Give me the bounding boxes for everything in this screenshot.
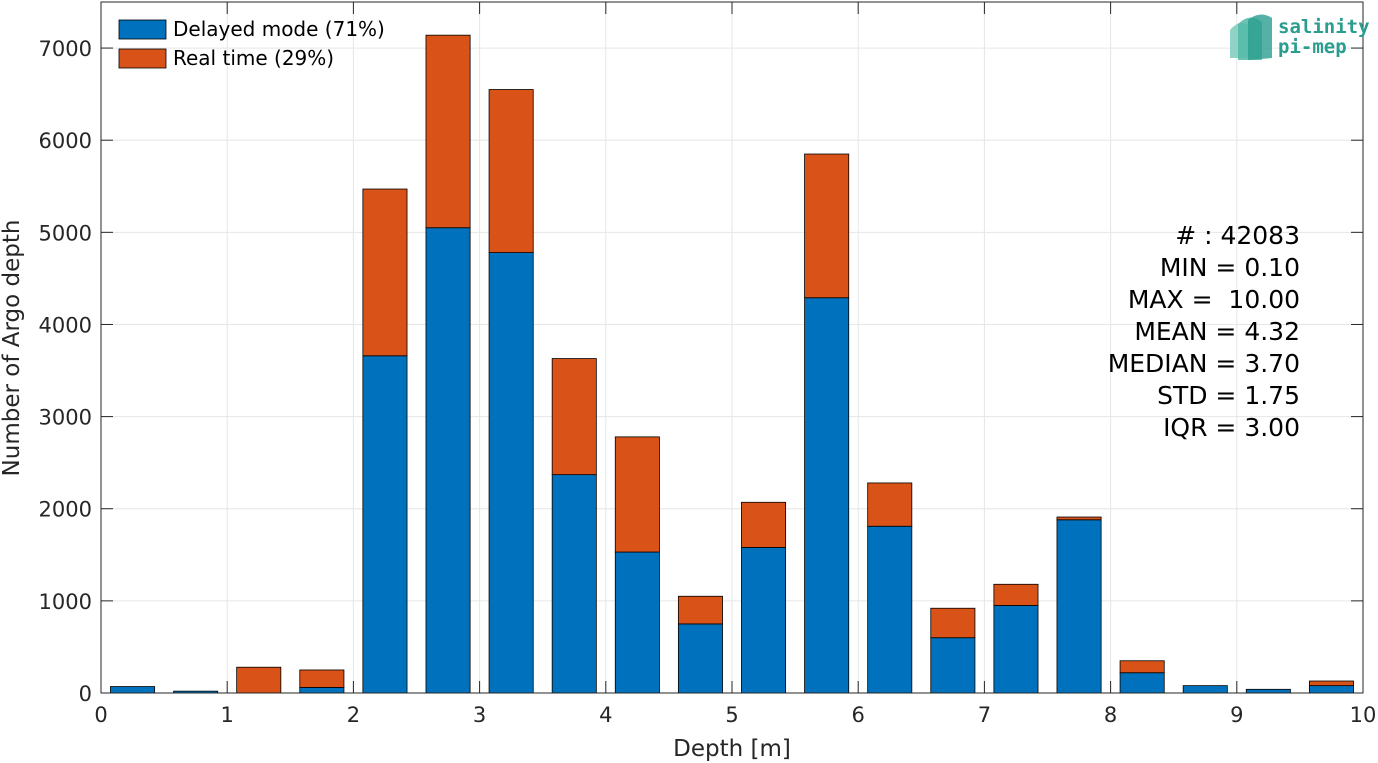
- bar-real-time: [299, 669, 345, 688]
- y-axis-label: Number of Argo depth: [0, 220, 25, 477]
- bar-delayed-mode: [993, 605, 1039, 694]
- legend-swatch-delayed: [118, 19, 167, 40]
- salinity-pimep-logo: salinity pi-mep: [1230, 14, 1370, 61]
- bar-delayed-mode: [930, 637, 976, 694]
- bar-real-time: [993, 583, 1039, 606]
- bar-delayed-mode: [1308, 685, 1354, 694]
- x-tick-label: 9: [1230, 703, 1243, 727]
- y-tick-labels: 0 1000 2000 3000 4000 5000 6000 7000: [39, 37, 92, 706]
- logo-text-salinity: salinity: [1278, 16, 1370, 38]
- bar-delayed-mode: [425, 227, 471, 694]
- x-tick-label: 2: [347, 703, 360, 727]
- bar-delayed-mode: [299, 687, 345, 694]
- stats-annotation: # : 42083 MIN = 0.10 MAX = 10.00 MEAN = …: [1108, 221, 1300, 442]
- bar-delayed-mode: [677, 623, 723, 694]
- bar-delayed-mode: [362, 355, 408, 694]
- bar-delayed-mode: [867, 525, 913, 694]
- bar-real-time: [425, 34, 471, 229]
- stat-min: MIN = 0.10: [1160, 253, 1300, 282]
- bar-delayed-mode: [614, 551, 660, 694]
- logo-text-pimep: pi-mep: [1278, 36, 1347, 58]
- y-tick-label: 4000: [39, 313, 92, 337]
- bar-real-time: [677, 595, 723, 625]
- x-tick-labels: 0 1 2 3 4 5 6 7 8 9 10: [94, 703, 1376, 727]
- bar-real-time: [1119, 660, 1165, 674]
- wave-logo-icon: [1230, 14, 1272, 61]
- legend-label-realtime: Real time (29%): [173, 46, 334, 70]
- y-tick-label: 3000: [39, 406, 92, 430]
- y-tick-label: 0: [79, 682, 92, 706]
- bar-real-time: [867, 482, 913, 527]
- x-tick-label: 4: [599, 703, 612, 727]
- stat-max: MAX = 10.00: [1128, 285, 1300, 314]
- stat-count: # : 42083: [1175, 221, 1300, 250]
- legend: Delayed mode (71%) Real time (29%): [118, 17, 385, 70]
- bar-real-time: [804, 153, 850, 299]
- x-tick-label: 1: [221, 703, 234, 727]
- bar-delayed-mode: [1245, 688, 1291, 694]
- y-tick-label: 7000: [39, 37, 92, 61]
- y-tick-label: 5000: [39, 221, 92, 245]
- x-tick-label: 0: [94, 703, 107, 727]
- y-tick-label: 2000: [39, 498, 92, 522]
- y-tick-label: 6000: [39, 129, 92, 153]
- y-tick-label: 1000: [39, 590, 92, 614]
- bar-real-time: [488, 89, 534, 254]
- bar-delayed-mode: [1119, 672, 1165, 694]
- stat-median: MEDIAN = 3.70: [1108, 349, 1300, 378]
- x-tick-label: 3: [473, 703, 486, 727]
- x-tick-label: 5: [725, 703, 738, 727]
- stat-std: STD = 1.75: [1157, 381, 1300, 410]
- bar-delayed-mode: [804, 297, 850, 694]
- bar-real-time: [1056, 516, 1102, 521]
- stat-mean: MEAN = 4.32: [1134, 317, 1300, 346]
- bar-real-time: [614, 436, 660, 553]
- legend-swatch-realtime: [118, 48, 167, 69]
- legend-label-delayed: Delayed mode (71%): [173, 17, 385, 41]
- stat-iqr: IQR = 3.00: [1163, 413, 1300, 442]
- bar-real-time: [930, 607, 976, 639]
- bar-real-time: [1308, 680, 1354, 687]
- x-tick-label: 7: [978, 703, 991, 727]
- axis-ticks: [100, 2, 1364, 694]
- bars: [110, 34, 1354, 694]
- x-axis-label: Depth [m]: [673, 736, 791, 762]
- bar-delayed-mode: [1056, 519, 1102, 694]
- bar-delayed-mode: [551, 474, 597, 694]
- bar-real-time: [362, 188, 408, 357]
- bar-real-time: [236, 666, 282, 694]
- x-tick-label: 8: [1104, 703, 1117, 727]
- x-tick-label: 10: [1350, 703, 1377, 727]
- bar-delayed-mode: [1182, 685, 1228, 694]
- bar-real-time: [551, 358, 597, 476]
- x-tick-label: 6: [852, 703, 865, 727]
- bar-delayed-mode: [741, 547, 787, 694]
- bar-delayed-mode: [110, 686, 156, 694]
- bar-delayed-mode: [488, 252, 534, 694]
- bar-real-time: [741, 501, 787, 548]
